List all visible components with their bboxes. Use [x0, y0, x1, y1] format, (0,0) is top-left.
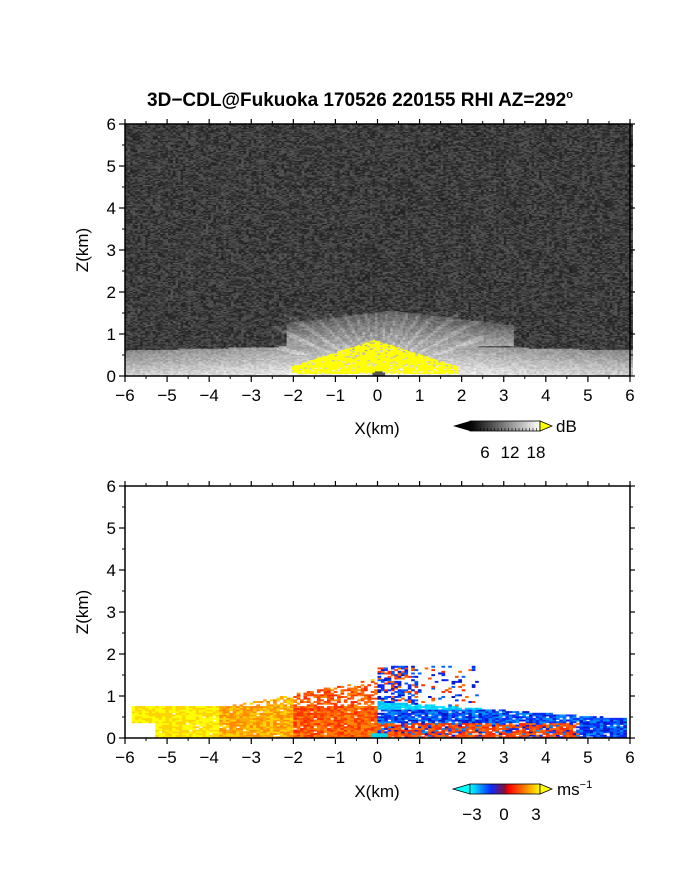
chart-title: 3D−CDL@Fukuoka 170526 220155 RHI AZ=292o	[147, 89, 573, 111]
reflectivity-heatmap	[125, 124, 633, 376]
